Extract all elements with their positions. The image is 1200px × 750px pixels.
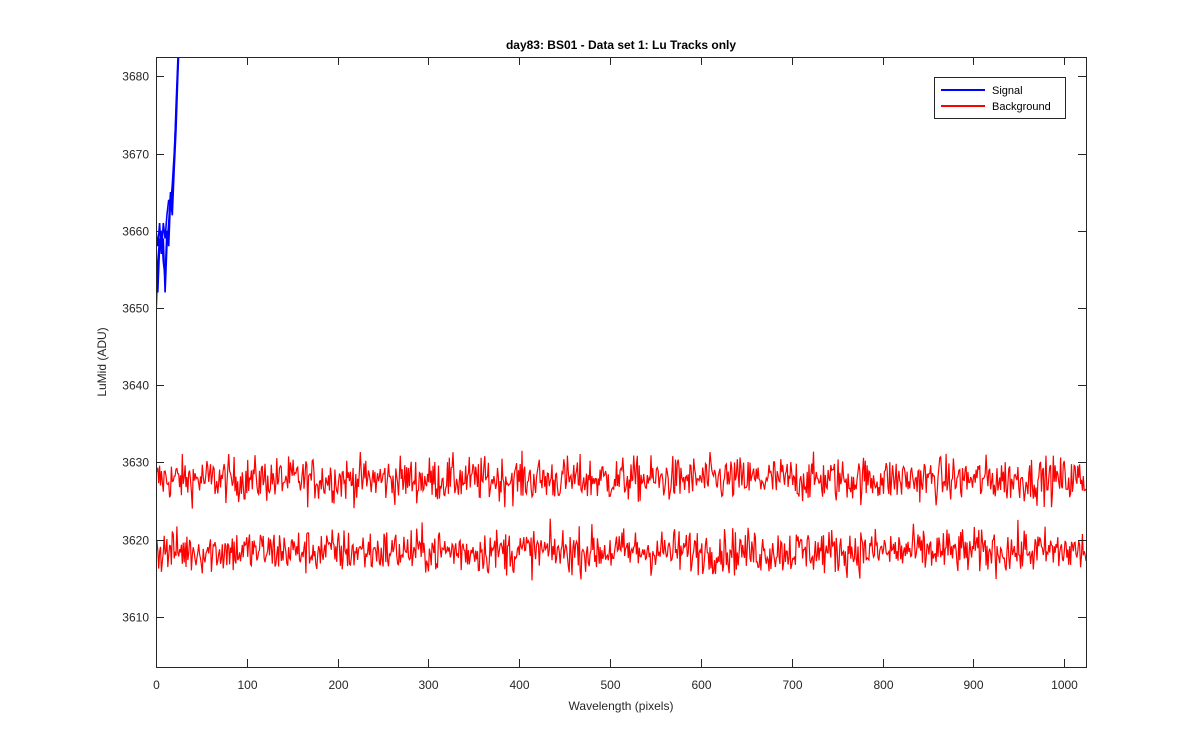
x-tick-label: 800	[873, 678, 893, 692]
plot-area	[156, 57, 1086, 667]
signal-trace-3	[156, 57, 179, 293]
x-tick-label: 600	[691, 678, 711, 692]
y-tick-label: 3610	[122, 611, 149, 625]
x-tick-label: 400	[509, 678, 529, 692]
x-tick-label: 0	[153, 678, 160, 692]
x-tick-label: 700	[782, 678, 802, 692]
x-tick-label: 100	[237, 678, 257, 692]
plot-frame	[156, 57, 1087, 668]
background-trace-1	[156, 450, 1086, 509]
background-trace-2	[156, 518, 1086, 581]
x-tick-label: 1000	[1051, 678, 1078, 692]
data-layer	[156, 57, 1086, 581]
chart-title: day83: BS01 - Data set 1: Lu Tracks only	[506, 38, 736, 52]
y-tick-label: 3650	[122, 302, 149, 316]
y-tick-label: 3620	[122, 534, 149, 548]
x-tick-label: 500	[600, 678, 620, 692]
y-axis-ticks: 3610 3620 3630 3640 3650 3660 3670 3680	[122, 70, 1086, 625]
y-tick-label: 3640	[122, 379, 149, 393]
legend-label-signal: Signal	[992, 85, 1023, 97]
x-tick-label: 900	[963, 678, 983, 692]
x-axis-label: Wavelength (pixels)	[569, 699, 674, 713]
legend-label-background: Background	[992, 101, 1051, 113]
legend-box	[934, 77, 1066, 119]
x-tick-label: 300	[418, 678, 438, 692]
y-tick-label: 3630	[122, 456, 149, 470]
y-tick-label: 3680	[122, 70, 149, 84]
y-axis-label: LuMid (ADU)	[95, 327, 109, 396]
x-tick-label: 200	[328, 678, 348, 692]
x-axis-ticks: 0 100 200 300 400 500 600 700 800 900 1000	[153, 57, 1078, 692]
legend: Signal Background	[934, 77, 1066, 119]
y-tick-label: 3670	[122, 148, 149, 162]
y-tick-label: 3660	[122, 225, 149, 239]
